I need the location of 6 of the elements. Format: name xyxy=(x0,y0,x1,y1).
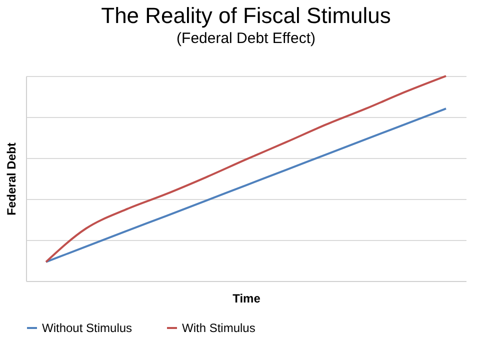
chart-title: The Reality of Fiscal Stimulus xyxy=(101,3,391,28)
x-axis-title: Time xyxy=(232,292,261,306)
legend-label: With Stimulus xyxy=(182,321,256,335)
legend-label: Without Stimulus xyxy=(42,321,132,335)
chart-subtitle: (Federal Debt Effect) xyxy=(176,30,316,47)
y-axis-title: Federal Debt xyxy=(4,142,18,216)
